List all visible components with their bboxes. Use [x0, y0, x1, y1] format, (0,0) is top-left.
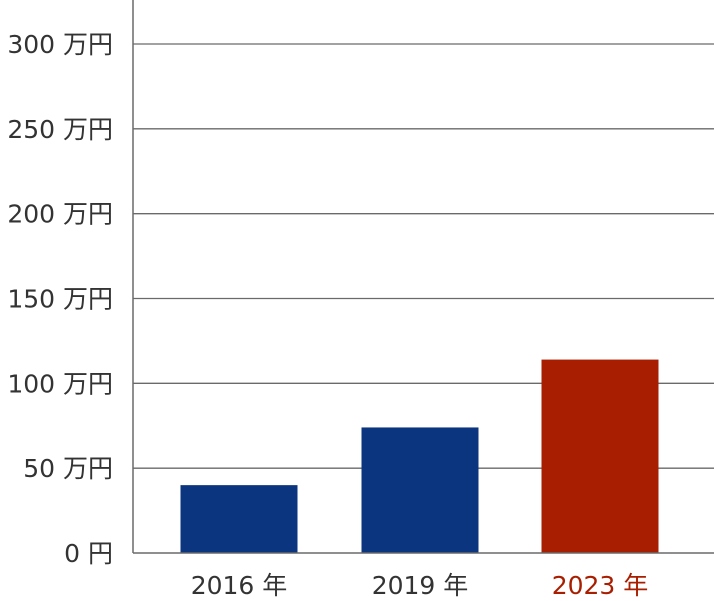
y-tick-label: 300 万円 [7, 30, 113, 59]
x-tick-label: 2016 年 [191, 571, 288, 600]
y-tick-label: 250 万円 [7, 115, 113, 144]
bar-2 [541, 359, 659, 553]
bars [180, 359, 659, 553]
x-tick-labels: 2016 年 2019 年 2023 年 [191, 571, 649, 600]
y-tick-label: 0 円 [64, 539, 113, 568]
x-tick-label: 2019 年 [372, 571, 469, 600]
x-tick-label: 2023 年 [552, 571, 649, 600]
axes [132, 0, 714, 554]
bar-1 [361, 427, 479, 553]
bar-0 [180, 485, 298, 553]
y-tick-label: 150 万円 [7, 285, 113, 314]
y-tick-labels: 0 円 50 万円 100 万円 150 万円 200 万円 250 万円 300 万円 [7, 30, 113, 568]
y-tick-label: 100 万円 [7, 369, 113, 398]
y-tick-label: 50 万円 [23, 454, 113, 483]
y-tick-label: 200 万円 [7, 200, 113, 229]
